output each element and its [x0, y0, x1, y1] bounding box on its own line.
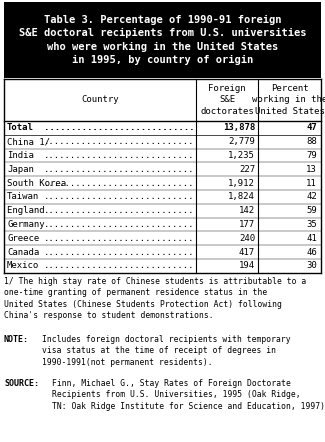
Text: Canada: Canada: [7, 248, 39, 257]
Text: 1,235: 1,235: [228, 151, 255, 160]
Text: 13,878: 13,878: [223, 123, 255, 133]
Text: 47: 47: [306, 123, 317, 133]
Text: Includes foreign doctoral recipients with temporary
visa status at the time of r: Includes foreign doctoral recipients wit…: [42, 335, 291, 367]
Text: England: England: [7, 206, 50, 215]
Text: 35: 35: [306, 220, 317, 229]
Text: Greece: Greece: [7, 234, 39, 243]
Text: SOURCE:: SOURCE:: [4, 379, 39, 388]
Text: 177: 177: [239, 220, 255, 229]
Text: 194: 194: [239, 261, 255, 271]
Text: Total: Total: [7, 123, 34, 133]
Text: 142: 142: [239, 206, 255, 215]
Text: 30: 30: [306, 261, 317, 271]
Text: ............................: ............................: [44, 179, 194, 187]
Text: 59: 59: [306, 206, 317, 215]
Text: 1/ The high stay rate of Chinese students is attributable to a
one-time granting: 1/ The high stay rate of Chinese student…: [4, 277, 306, 320]
Text: India: India: [7, 151, 34, 160]
Text: Mexico: Mexico: [7, 261, 39, 271]
Text: Japan: Japan: [7, 165, 34, 174]
Text: 227: 227: [239, 165, 255, 174]
Text: ............................: ............................: [44, 261, 194, 271]
Text: 1,912: 1,912: [228, 179, 255, 187]
Text: 13: 13: [306, 165, 317, 174]
Text: 11: 11: [306, 179, 317, 187]
Text: Percent
working in the
United States: Percent working in the United States: [252, 84, 325, 116]
Bar: [4, 2, 321, 78]
Text: 42: 42: [306, 192, 317, 202]
Text: South Korea: South Korea: [7, 179, 66, 187]
Text: China 1/: China 1/: [7, 137, 50, 146]
Text: ............................: ............................: [44, 206, 194, 215]
Text: Germany: Germany: [7, 220, 45, 229]
Text: Country: Country: [81, 95, 119, 104]
Text: ............................: ............................: [44, 234, 194, 243]
Text: 1,824: 1,824: [228, 192, 255, 202]
Text: 240: 240: [239, 234, 255, 243]
Text: 46: 46: [306, 248, 317, 257]
Text: Foreign
S&E
doctorates: Foreign S&E doctorates: [200, 84, 254, 116]
Text: ............................: ............................: [44, 248, 194, 257]
Text: 88: 88: [306, 137, 317, 146]
Text: Table 3. Percentage of 1990-91 foreign
S&E doctoral recipients from U.S. univers: Table 3. Percentage of 1990-91 foreign S…: [19, 15, 306, 65]
Text: 417: 417: [239, 248, 255, 257]
Text: ............................: ............................: [44, 123, 194, 133]
Text: NOTE:: NOTE:: [4, 335, 29, 344]
Text: 79: 79: [306, 151, 317, 160]
Text: Finn, Michael G., Stay Rates of Foreign Doctorate
Recipients from U.S. Universit: Finn, Michael G., Stay Rates of Foreign …: [52, 379, 325, 411]
Text: 41: 41: [306, 234, 317, 243]
Text: ............................: ............................: [44, 220, 194, 229]
Text: ............................: ............................: [44, 151, 194, 160]
Text: Taiwan: Taiwan: [7, 192, 39, 202]
Text: ............................: ............................: [44, 137, 194, 146]
Text: ............................: ............................: [44, 192, 194, 202]
Text: 2,779: 2,779: [228, 137, 255, 146]
Text: ............................: ............................: [44, 165, 194, 174]
